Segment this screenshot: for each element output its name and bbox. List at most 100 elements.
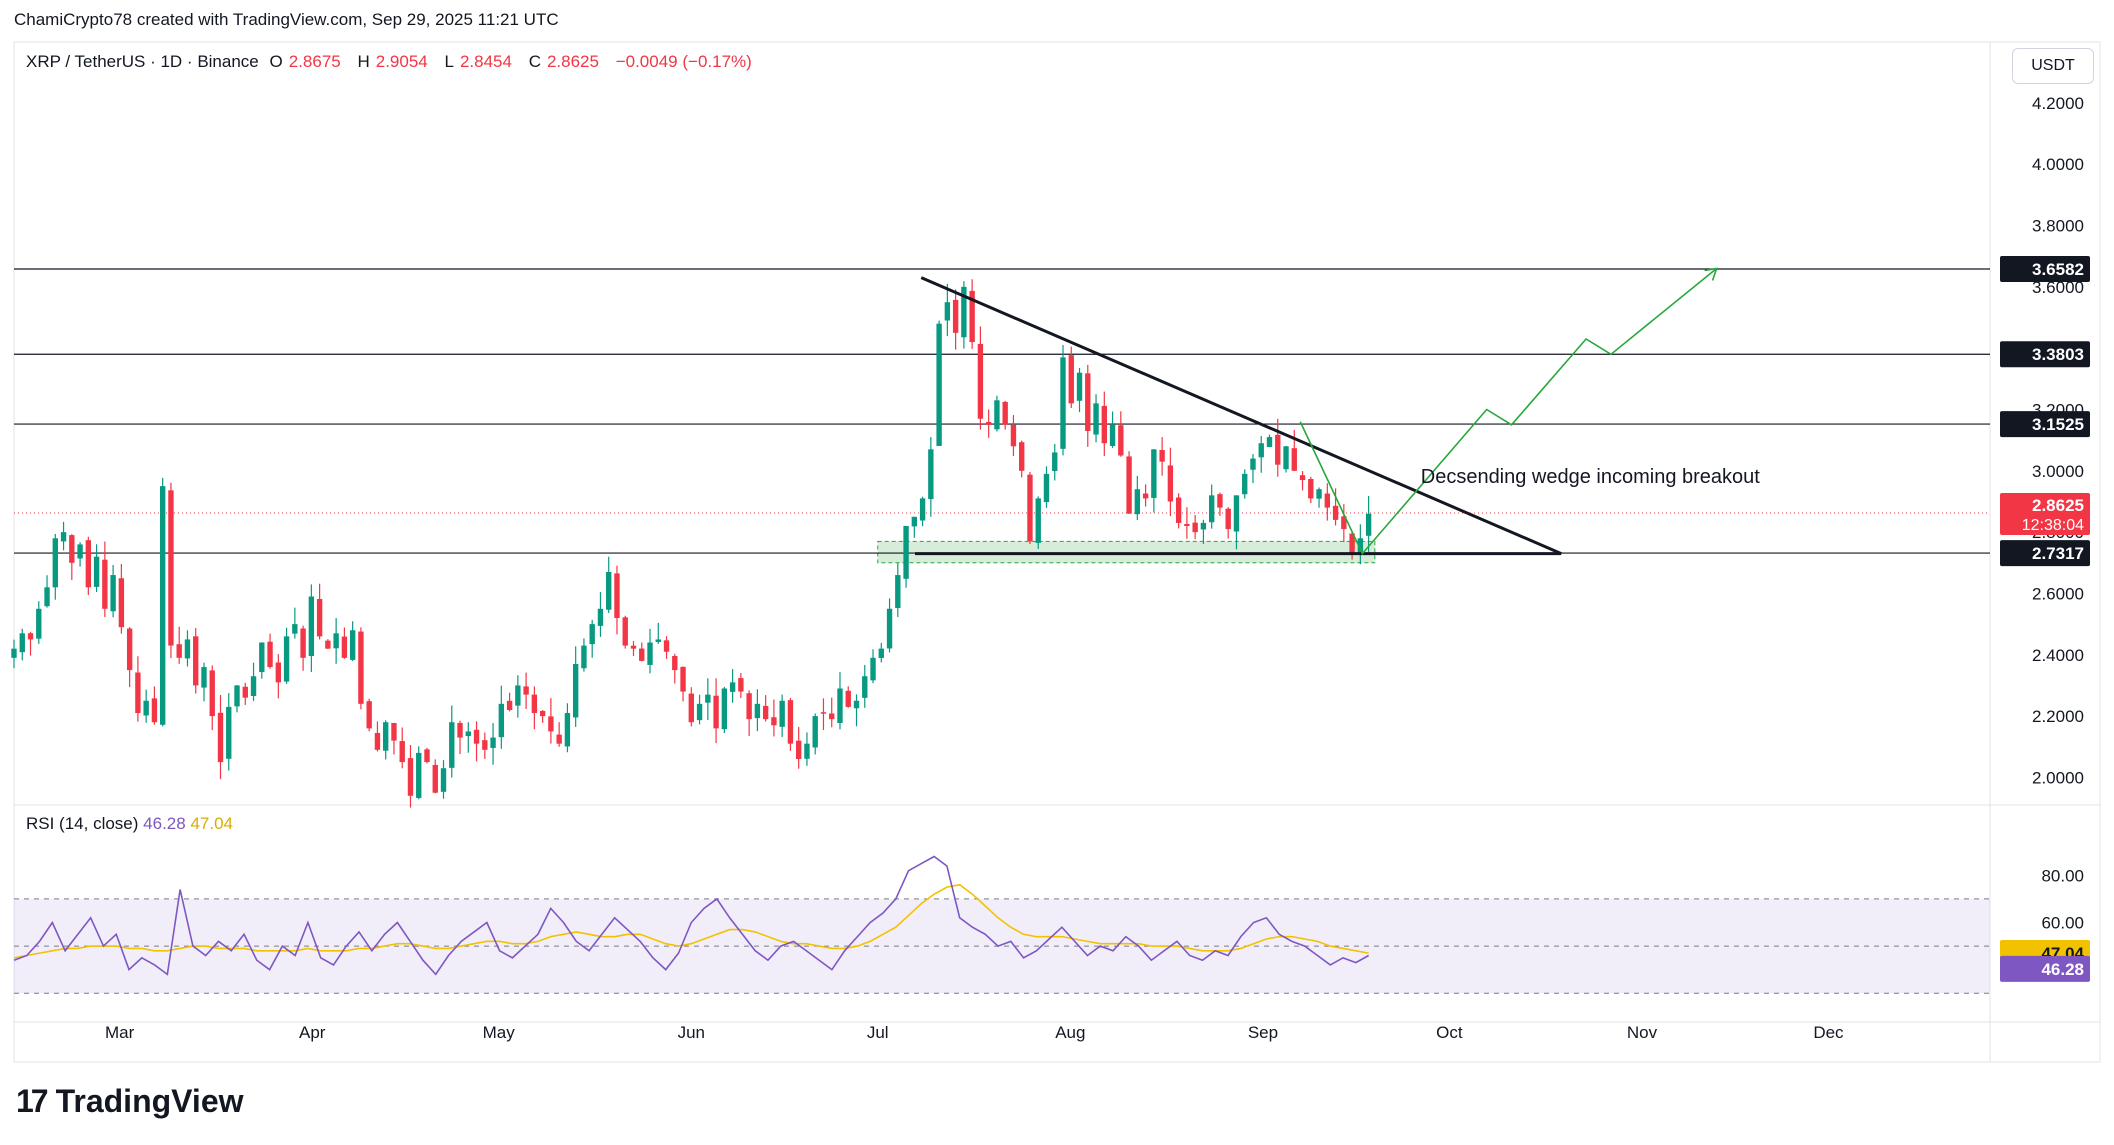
rsi-tag-label: 46.28 xyxy=(2041,960,2084,979)
time-tick-label: Oct xyxy=(1436,1023,1463,1042)
candle-body xyxy=(985,421,992,425)
candle-body xyxy=(672,656,678,671)
candle-body xyxy=(457,722,463,738)
candle-body xyxy=(539,710,546,717)
candle-body xyxy=(1052,452,1058,471)
candle-body xyxy=(928,449,934,500)
tradingview-logo[interactable]: 17 TradingView xyxy=(16,1083,244,1120)
candle-body xyxy=(267,641,273,668)
candle-body xyxy=(771,717,777,726)
candle-body xyxy=(630,645,637,649)
close-value: 2.8625 xyxy=(546,52,599,71)
rsi-tag xyxy=(2000,955,2090,982)
created-by-header: ChamiCrypto78 created with TradingView.c… xyxy=(14,10,559,29)
candle-body xyxy=(27,633,34,640)
candle-body xyxy=(416,752,422,798)
candle-body xyxy=(936,323,942,446)
candle-body xyxy=(1357,538,1364,554)
candle-body xyxy=(1266,437,1273,447)
candle-body xyxy=(250,676,257,696)
currency-button[interactable]: USDT xyxy=(2012,48,2094,84)
last-price-tag xyxy=(2000,492,2090,535)
candle-body xyxy=(754,703,761,719)
candle-body xyxy=(374,732,381,750)
candle-body xyxy=(523,686,529,695)
wedge-upper-line xyxy=(920,276,1562,555)
time-tick-label: Sep xyxy=(1248,1023,1278,1042)
price-tick-label: 4.2000 xyxy=(2032,94,2084,113)
candle-body xyxy=(1184,523,1190,527)
candle-body xyxy=(498,703,505,738)
candle-body xyxy=(102,559,108,609)
rsi-band xyxy=(14,898,1990,994)
candle-body xyxy=(969,290,975,343)
time-tick-label: Jun xyxy=(678,1023,705,1042)
high-value: 2.9054 xyxy=(375,52,428,71)
candle-body xyxy=(366,701,372,729)
change-value: −0.0049 (−0.17%) xyxy=(615,52,752,71)
candle-body xyxy=(333,633,339,649)
candle-body xyxy=(738,678,744,692)
candle-body xyxy=(589,624,595,645)
candle-body xyxy=(1233,495,1240,532)
candle-body xyxy=(1275,434,1281,465)
candle-body xyxy=(316,599,323,637)
chart-frame xyxy=(13,41,2101,1063)
candle-body xyxy=(853,700,860,709)
close-label: C xyxy=(528,52,541,71)
candle-body xyxy=(862,676,868,698)
price-tick-label: 2.4000 xyxy=(2032,646,2084,665)
rsi-title[interactable]: RSI (14, close) xyxy=(26,814,139,833)
candle-body xyxy=(796,740,802,760)
candle-body xyxy=(1151,449,1157,498)
candle-body xyxy=(217,712,224,763)
candle-body xyxy=(358,631,364,704)
candle-body xyxy=(961,286,967,338)
candle-body xyxy=(994,400,1000,430)
level-price-label: 3.1525 xyxy=(2032,415,2084,434)
symbol-title[interactable]: XRP / TetherUS · 1D · Binance xyxy=(26,52,259,71)
support-zone xyxy=(877,540,1376,564)
high-label: H xyxy=(357,52,370,71)
candle-body xyxy=(60,532,67,542)
candle-body xyxy=(110,575,116,612)
price-tick-label: 2.0000 xyxy=(2032,768,2084,787)
price-tick-label: 3.6000 xyxy=(2032,278,2084,297)
candle-body xyxy=(746,693,752,720)
candle-body xyxy=(1060,357,1066,449)
countdown-label: 12:38:04 xyxy=(2022,517,2084,534)
candle-body xyxy=(465,731,471,737)
candle-body xyxy=(614,573,620,618)
candle-body xyxy=(688,693,694,723)
candle-body xyxy=(820,712,827,714)
forecast-arrowhead xyxy=(1704,267,1718,281)
candle-body xyxy=(639,648,645,661)
candle-body xyxy=(201,667,207,688)
rsi-tick-label: 60.00 xyxy=(2041,914,2084,933)
candle-body xyxy=(1258,443,1264,458)
candle-body xyxy=(1175,497,1182,523)
level-price-label: 3.3803 xyxy=(2032,345,2084,364)
candle-body xyxy=(804,743,810,759)
candle-body xyxy=(506,700,513,710)
level-price-label: 2.7317 xyxy=(2032,544,2084,563)
candle-body xyxy=(1027,474,1033,542)
candle-body xyxy=(168,490,174,646)
candle-body xyxy=(597,608,604,626)
forecast-path xyxy=(1299,267,1718,556)
price-tick-label: 2.2000 xyxy=(2032,707,2084,726)
candle-body xyxy=(349,630,356,660)
wedge-annotation: Decsending wedge incoming breakout xyxy=(1421,466,1761,488)
candle-body xyxy=(779,700,785,727)
candle-body xyxy=(944,302,951,321)
candle-body xyxy=(11,648,17,658)
candle-body xyxy=(1043,473,1050,503)
candle-body xyxy=(93,556,100,587)
candle-body xyxy=(564,713,571,747)
candle-body xyxy=(209,670,215,717)
rsi-tick-label: 80.00 xyxy=(2041,866,2084,885)
candle-body xyxy=(193,636,199,686)
candle-body xyxy=(283,636,290,682)
candle-body xyxy=(1085,373,1091,431)
